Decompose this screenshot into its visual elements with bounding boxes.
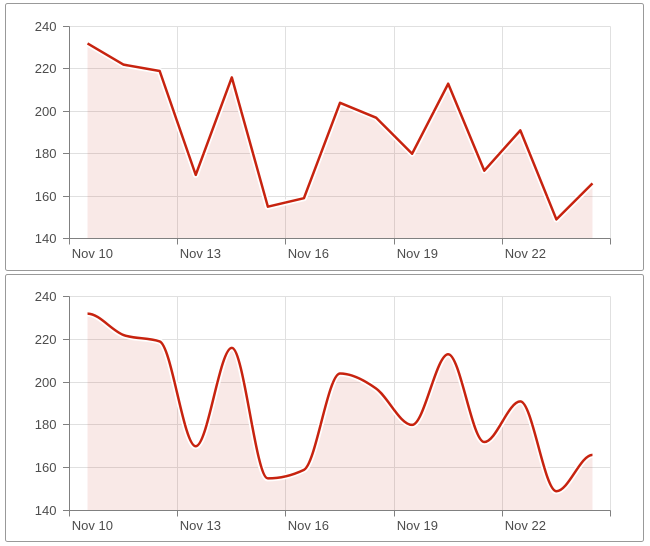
svg-text:200: 200 <box>35 375 57 390</box>
svg-text:Nov 16: Nov 16 <box>288 246 329 261</box>
svg-text:Nov 22: Nov 22 <box>505 518 546 533</box>
svg-text:Nov 13: Nov 13 <box>180 518 221 533</box>
svg-text:160: 160 <box>35 189 57 204</box>
svg-text:Nov 10: Nov 10 <box>72 246 113 261</box>
svg-text:Nov 22: Nov 22 <box>505 246 546 261</box>
svg-text:140: 140 <box>35 503 57 518</box>
svg-text:220: 220 <box>35 61 57 76</box>
svg-text:200: 200 <box>35 104 57 119</box>
svg-text:180: 180 <box>35 417 57 432</box>
svg-text:160: 160 <box>35 460 57 475</box>
svg-text:140: 140 <box>35 231 57 246</box>
svg-text:180: 180 <box>35 146 57 161</box>
svg-text:220: 220 <box>35 332 57 347</box>
svg-text:Nov 10: Nov 10 <box>72 518 113 533</box>
svg-text:240: 240 <box>35 19 57 34</box>
svg-text:240: 240 <box>35 289 57 304</box>
svg-text:Nov 13: Nov 13 <box>180 246 221 261</box>
svg-text:Nov 19: Nov 19 <box>397 518 438 533</box>
svg-text:Nov 16: Nov 16 <box>288 518 329 533</box>
svg-text:Nov 19: Nov 19 <box>397 246 438 261</box>
